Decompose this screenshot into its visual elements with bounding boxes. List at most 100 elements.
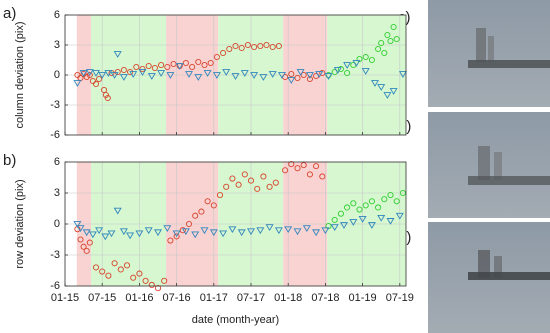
data-point	[377, 84, 386, 91]
data-point	[136, 270, 143, 277]
y-tick-label: -6	[50, 280, 60, 292]
plot-frame	[64, 161, 407, 287]
y-tick-label: 0	[54, 218, 60, 230]
data-point	[393, 35, 400, 43]
data-point	[231, 73, 240, 80]
data-point	[367, 222, 376, 229]
data-point	[362, 202, 369, 209]
data-point	[340, 222, 348, 229]
y-tick-label: 6	[54, 156, 60, 168]
data-point	[79, 70, 88, 77]
y-axis-label: column deviation (pix)	[14, 22, 26, 129]
data-point	[319, 69, 326, 77]
data-point	[313, 163, 320, 170]
data-point	[80, 243, 87, 250]
data-point	[198, 208, 205, 215]
data-point	[330, 224, 339, 231]
data-point	[226, 45, 233, 53]
data-point	[229, 175, 236, 182]
data-point	[192, 212, 199, 219]
data-point	[223, 183, 230, 190]
data-point	[83, 247, 90, 254]
data-point	[344, 204, 351, 211]
data-point	[92, 80, 100, 88]
data-point	[101, 233, 110, 241]
data-point	[302, 225, 311, 233]
photo-e	[428, 222, 550, 333]
data-point	[362, 53, 369, 61]
data-point	[228, 226, 237, 234]
x-tick-label: 07-17	[237, 292, 265, 304]
data-point	[96, 75, 103, 83]
data-point	[219, 230, 228, 238]
data-point	[133, 63, 140, 71]
data-point	[381, 196, 388, 203]
data-point	[138, 69, 147, 76]
data-point	[88, 231, 97, 239]
data-point	[194, 74, 203, 81]
data-point	[182, 59, 189, 67]
data-point	[395, 212, 404, 220]
data-point	[333, 67, 342, 74]
data-point	[216, 192, 224, 199]
data-point	[73, 80, 82, 87]
data-point	[288, 161, 295, 168]
data-point	[393, 198, 400, 205]
data-point	[73, 221, 82, 228]
photo-c	[428, 0, 550, 107]
data-point	[117, 266, 124, 273]
y-tick-label: -3	[50, 99, 60, 111]
data-point	[247, 177, 255, 184]
data-point	[349, 219, 358, 226]
data-point	[195, 58, 202, 66]
data-point	[83, 73, 90, 81]
data-point	[166, 72, 175, 79]
data-point	[287, 77, 296, 84]
data-point	[154, 229, 162, 237]
data-point	[343, 62, 352, 69]
data-point	[368, 56, 375, 64]
data-point	[361, 68, 370, 75]
data-point	[288, 70, 295, 78]
data-point	[387, 37, 394, 45]
data-point	[204, 198, 211, 205]
data-point	[235, 181, 242, 188]
data-point	[269, 43, 276, 51]
data-point	[386, 218, 395, 225]
x-tick-label: 07-18	[311, 292, 339, 304]
data-point	[173, 233, 180, 240]
data-point	[257, 42, 264, 50]
y-tick-label: 0	[54, 69, 60, 81]
data-point	[256, 227, 265, 235]
data-point	[209, 229, 218, 237]
data-point	[375, 204, 382, 211]
data-point	[296, 69, 305, 76]
data-point	[240, 70, 249, 77]
y-tick-label: 3	[54, 187, 60, 199]
data-point	[130, 274, 137, 281]
data-point	[98, 72, 107, 79]
data-point	[244, 41, 251, 49]
data-point	[144, 227, 153, 235]
data-point	[77, 236, 84, 243]
x-tick-label: 07-15	[88, 292, 116, 304]
data-point	[151, 64, 158, 72]
data-point	[300, 162, 307, 169]
data-point	[120, 66, 127, 74]
data-point	[331, 216, 338, 223]
data-point	[389, 88, 398, 95]
data-point	[294, 74, 301, 82]
data-point	[344, 69, 351, 77]
data-point	[294, 165, 301, 172]
y-tick-label: 6	[54, 9, 60, 21]
data-point	[321, 227, 330, 235]
data-point	[371, 80, 379, 87]
data-point	[220, 49, 227, 57]
data-point	[76, 225, 85, 233]
y-axis-label: row deviation (pix)	[14, 179, 26, 268]
data-point	[247, 228, 255, 236]
data-point	[383, 92, 392, 99]
data-point	[135, 230, 144, 238]
data-point	[147, 73, 156, 80]
